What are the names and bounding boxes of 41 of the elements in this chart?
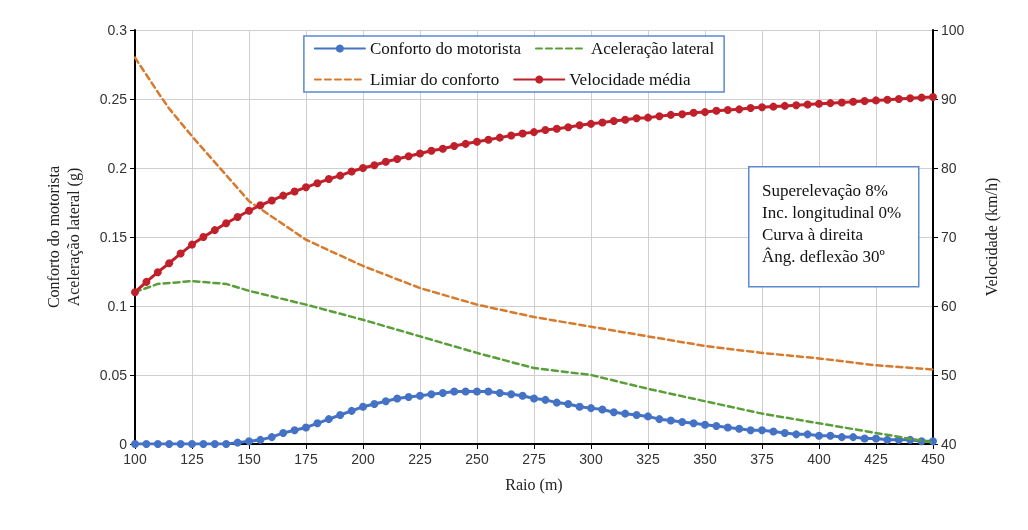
x-tick-label: 175 bbox=[294, 451, 318, 467]
y2-tick-label: 70 bbox=[941, 229, 957, 245]
annotation: Curva à direita bbox=[762, 225, 864, 244]
y-tick-label: 0.2 bbox=[107, 160, 128, 176]
x-tick-label: 250 bbox=[465, 451, 489, 467]
x-tick-label: 150 bbox=[237, 451, 261, 467]
x-tick-label: 225 bbox=[408, 451, 432, 467]
y-tick-label: 0.25 bbox=[99, 91, 128, 107]
x-tick-label: 375 bbox=[750, 451, 774, 467]
annotation: Superelevação 8% bbox=[762, 181, 889, 200]
y2-axis-title: Velocidade (km/h) bbox=[982, 177, 1001, 297]
annotation: Âng. deflexão 30º bbox=[762, 247, 885, 266]
y-tick-label: 0 bbox=[119, 436, 128, 452]
y2-tick-label: 40 bbox=[941, 436, 957, 452]
x-axis-title: Raio (m) bbox=[505, 475, 563, 494]
y2-tick-label: 100 bbox=[941, 22, 965, 38]
x-tick-label: 100 bbox=[123, 451, 147, 467]
legend-label: Conforto do motorista bbox=[369, 39, 522, 58]
annotation: Inc. longitudinal 0% bbox=[762, 203, 902, 222]
x-tick-label: 425 bbox=[864, 451, 888, 467]
y-tick-label: 0.15 bbox=[99, 229, 128, 245]
line-series bbox=[133, 56, 935, 371]
y-tick-label: 0.1 bbox=[107, 298, 128, 314]
y-axis-title: Conforto do motorista Aceleração lateral (g) bbox=[44, 165, 83, 309]
x-tick-label: 125 bbox=[180, 451, 204, 467]
x-tick-label: 325 bbox=[636, 451, 660, 467]
x-tick-label: 200 bbox=[351, 451, 375, 467]
x-tick-label: 350 bbox=[693, 451, 717, 467]
x-tick-label: 400 bbox=[807, 451, 831, 467]
y-tick-label: 0.3 bbox=[107, 22, 128, 38]
legend-label: Aceleração lateral bbox=[590, 39, 715, 58]
x-tick-label: 450 bbox=[921, 451, 945, 467]
legend-label: Limiar do conforto bbox=[369, 70, 500, 89]
y2-tick-label: 90 bbox=[941, 91, 957, 107]
x-tick-label: 300 bbox=[579, 451, 603, 467]
x-tick-label: 275 bbox=[522, 451, 546, 467]
y-tick-label: 0.05 bbox=[99, 367, 128, 383]
y2-tick-label: 50 bbox=[941, 367, 957, 383]
y2-tick-label: 60 bbox=[941, 298, 957, 314]
legend-label: Velocidade média bbox=[569, 70, 691, 89]
y2-tick-label: 80 bbox=[941, 160, 957, 176]
